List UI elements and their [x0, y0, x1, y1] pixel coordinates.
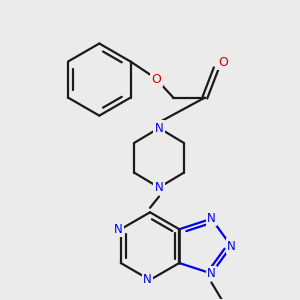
- Text: N: N: [114, 223, 123, 236]
- Text: O: O: [218, 56, 228, 69]
- Text: N: N: [227, 240, 236, 253]
- Text: N: N: [154, 181, 164, 194]
- Text: O: O: [152, 73, 161, 86]
- Text: N: N: [143, 273, 152, 286]
- Text: N: N: [207, 267, 216, 280]
- Text: N: N: [207, 212, 216, 225]
- Text: N: N: [154, 122, 164, 134]
